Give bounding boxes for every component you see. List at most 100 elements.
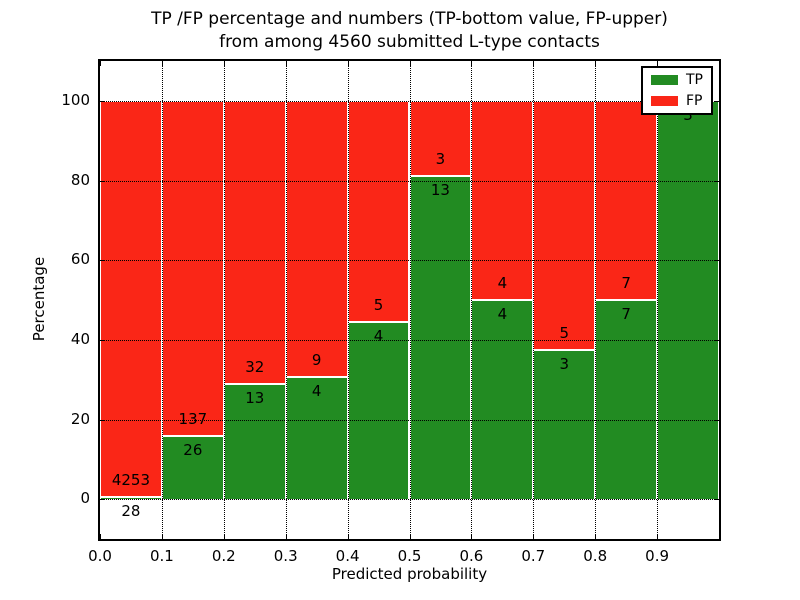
chart-title-line2: from among 4560 submitted L-type contact…	[219, 32, 600, 52]
bar-segment-tp	[595, 300, 658, 500]
x-tick-label: 0.4	[335, 547, 360, 565]
y-tick-label: 80	[70, 170, 90, 189]
y-tickmark-right	[714, 180, 719, 182]
x-tickmark-bottom	[100, 534, 101, 539]
gridline-vertical	[285, 61, 287, 539]
tp-count-label: 4	[373, 327, 384, 346]
x-tickmark-bottom	[657, 534, 659, 539]
fp-legend-label: FP	[686, 93, 703, 109]
bar-segment-tp	[223, 384, 286, 500]
bar-segment-fp	[471, 100, 534, 300]
legend-item-tp: TP	[651, 73, 703, 87]
fp-count-label: 5	[559, 324, 570, 343]
x-tickmark-bottom	[347, 534, 349, 539]
fp-count-label: 137	[178, 409, 208, 428]
x-tickmark-top	[595, 61, 597, 66]
x-tickmark-bottom	[595, 534, 597, 539]
tp-count-label: 13	[430, 180, 450, 199]
gridline-vertical	[471, 61, 473, 539]
fp-count-label: 7	[621, 274, 631, 293]
y-tickmark-right	[714, 260, 719, 262]
x-tickmark-top	[100, 61, 101, 66]
x-tick-label: 0.3	[273, 547, 298, 565]
fp-count-label: 32	[245, 358, 265, 377]
y-tickmark-right	[714, 419, 719, 421]
x-tickmark-top	[161, 61, 163, 66]
x-tickmark-top	[409, 61, 411, 66]
gridline-vertical	[161, 61, 163, 539]
plot-area: 28 4253 26 137 13 32 4 9 4 5 13 3 4 4 3 5 7 7 3 TP FP 0.0 0…	[61, 59, 721, 565]
x-tick-label: 0.7	[521, 547, 546, 565]
legend: TP FP	[641, 66, 713, 115]
y-tickmark-left	[100, 180, 105, 182]
x-tick-label: 0.1	[149, 547, 174, 565]
chart-title-line1: TP /FP percentage and numbers (TP-bottom…	[151, 9, 668, 29]
tp-count-label: 28	[121, 501, 141, 520]
x-tick-label: 0.8	[583, 547, 608, 565]
gridline-vertical	[595, 61, 597, 539]
fp-legend-swatch	[651, 96, 678, 106]
y-tickmark-left	[100, 260, 105, 262]
bar-labels-layer: 28 4253 26 137 13 32 4 9 4 5 13 3 4 4 3 5 7 7 3	[100, 61, 719, 539]
bar-segment-fp	[100, 100, 162, 497]
x-tick-label: 0.9	[645, 547, 670, 565]
tp-count-label: 4	[497, 305, 508, 324]
bar-segment-fp	[533, 100, 596, 350]
y-tickmark-left	[100, 499, 105, 501]
bar-segment-fp	[409, 100, 472, 176]
x-tick-label: 0.2	[211, 547, 236, 565]
tp-legend-swatch	[651, 75, 678, 85]
y-tickmark-right	[714, 339, 719, 341]
gridline-vertical	[347, 61, 349, 539]
bar-segment-tp	[347, 322, 410, 500]
fp-count-label: 4253	[111, 470, 151, 489]
x-tickmark-bottom	[471, 534, 473, 539]
gridline-vertical	[533, 61, 535, 539]
grid-layer	[100, 61, 719, 539]
y-tick-label: 60	[70, 250, 90, 269]
y-tick-label: 0	[80, 489, 90, 508]
ticks-layer	[100, 61, 719, 539]
fp-count-label: 5	[373, 296, 384, 315]
bar-segment-fp	[223, 100, 286, 385]
chart-title: TP /FP percentage and numbers (TP-bottom…	[100, 8, 719, 54]
x-tickmark-bottom	[161, 534, 163, 539]
bar-segment-tp	[657, 100, 719, 500]
y-tickmark-right	[714, 499, 719, 501]
x-tickmark-top	[533, 61, 535, 66]
x-tickmark-bottom	[223, 534, 225, 539]
y-tick-label: 20	[70, 409, 90, 428]
x-tickmark-top	[223, 61, 225, 66]
x-tickmark-top	[285, 61, 287, 66]
tp-count-label: 13	[245, 389, 265, 408]
y-tick-label: 40	[70, 329, 90, 348]
bar-segment-tp	[471, 300, 534, 500]
gridline-vertical	[223, 61, 225, 539]
legend-item-fp: FP	[651, 94, 703, 108]
bar-segment-tp	[161, 435, 224, 500]
x-axis-label: Predicted probability	[331, 565, 488, 583]
x-tickmark-bottom	[409, 534, 411, 539]
gridline-vertical	[409, 61, 411, 539]
x-tick-label: 0.0	[88, 547, 112, 565]
fp-count-label: 3	[435, 149, 446, 168]
tp-count-label: 4	[311, 381, 322, 400]
y-tickmark-left	[100, 419, 105, 421]
fp-count-label: 9	[311, 350, 322, 369]
tp-count-label: 7	[621, 305, 631, 324]
tp-count-label: 3	[683, 106, 693, 125]
bar-segment-tp	[100, 496, 162, 500]
y-tick-label: 100	[61, 90, 90, 109]
tp-count-label: 26	[183, 440, 203, 459]
tp-legend-label: TP	[686, 72, 703, 88]
x-tickmark-top	[657, 61, 659, 66]
bars-layer	[100, 61, 719, 539]
y-axis-label: Percentage	[30, 256, 48, 342]
tp-count-label: 3	[559, 355, 570, 374]
y-tickmark-left	[100, 100, 105, 102]
gridline-vertical	[657, 61, 659, 539]
x-tickmark-bottom	[533, 534, 535, 539]
x-tick-label: 0.6	[459, 547, 484, 565]
fp-count-label: 4	[497, 274, 508, 293]
